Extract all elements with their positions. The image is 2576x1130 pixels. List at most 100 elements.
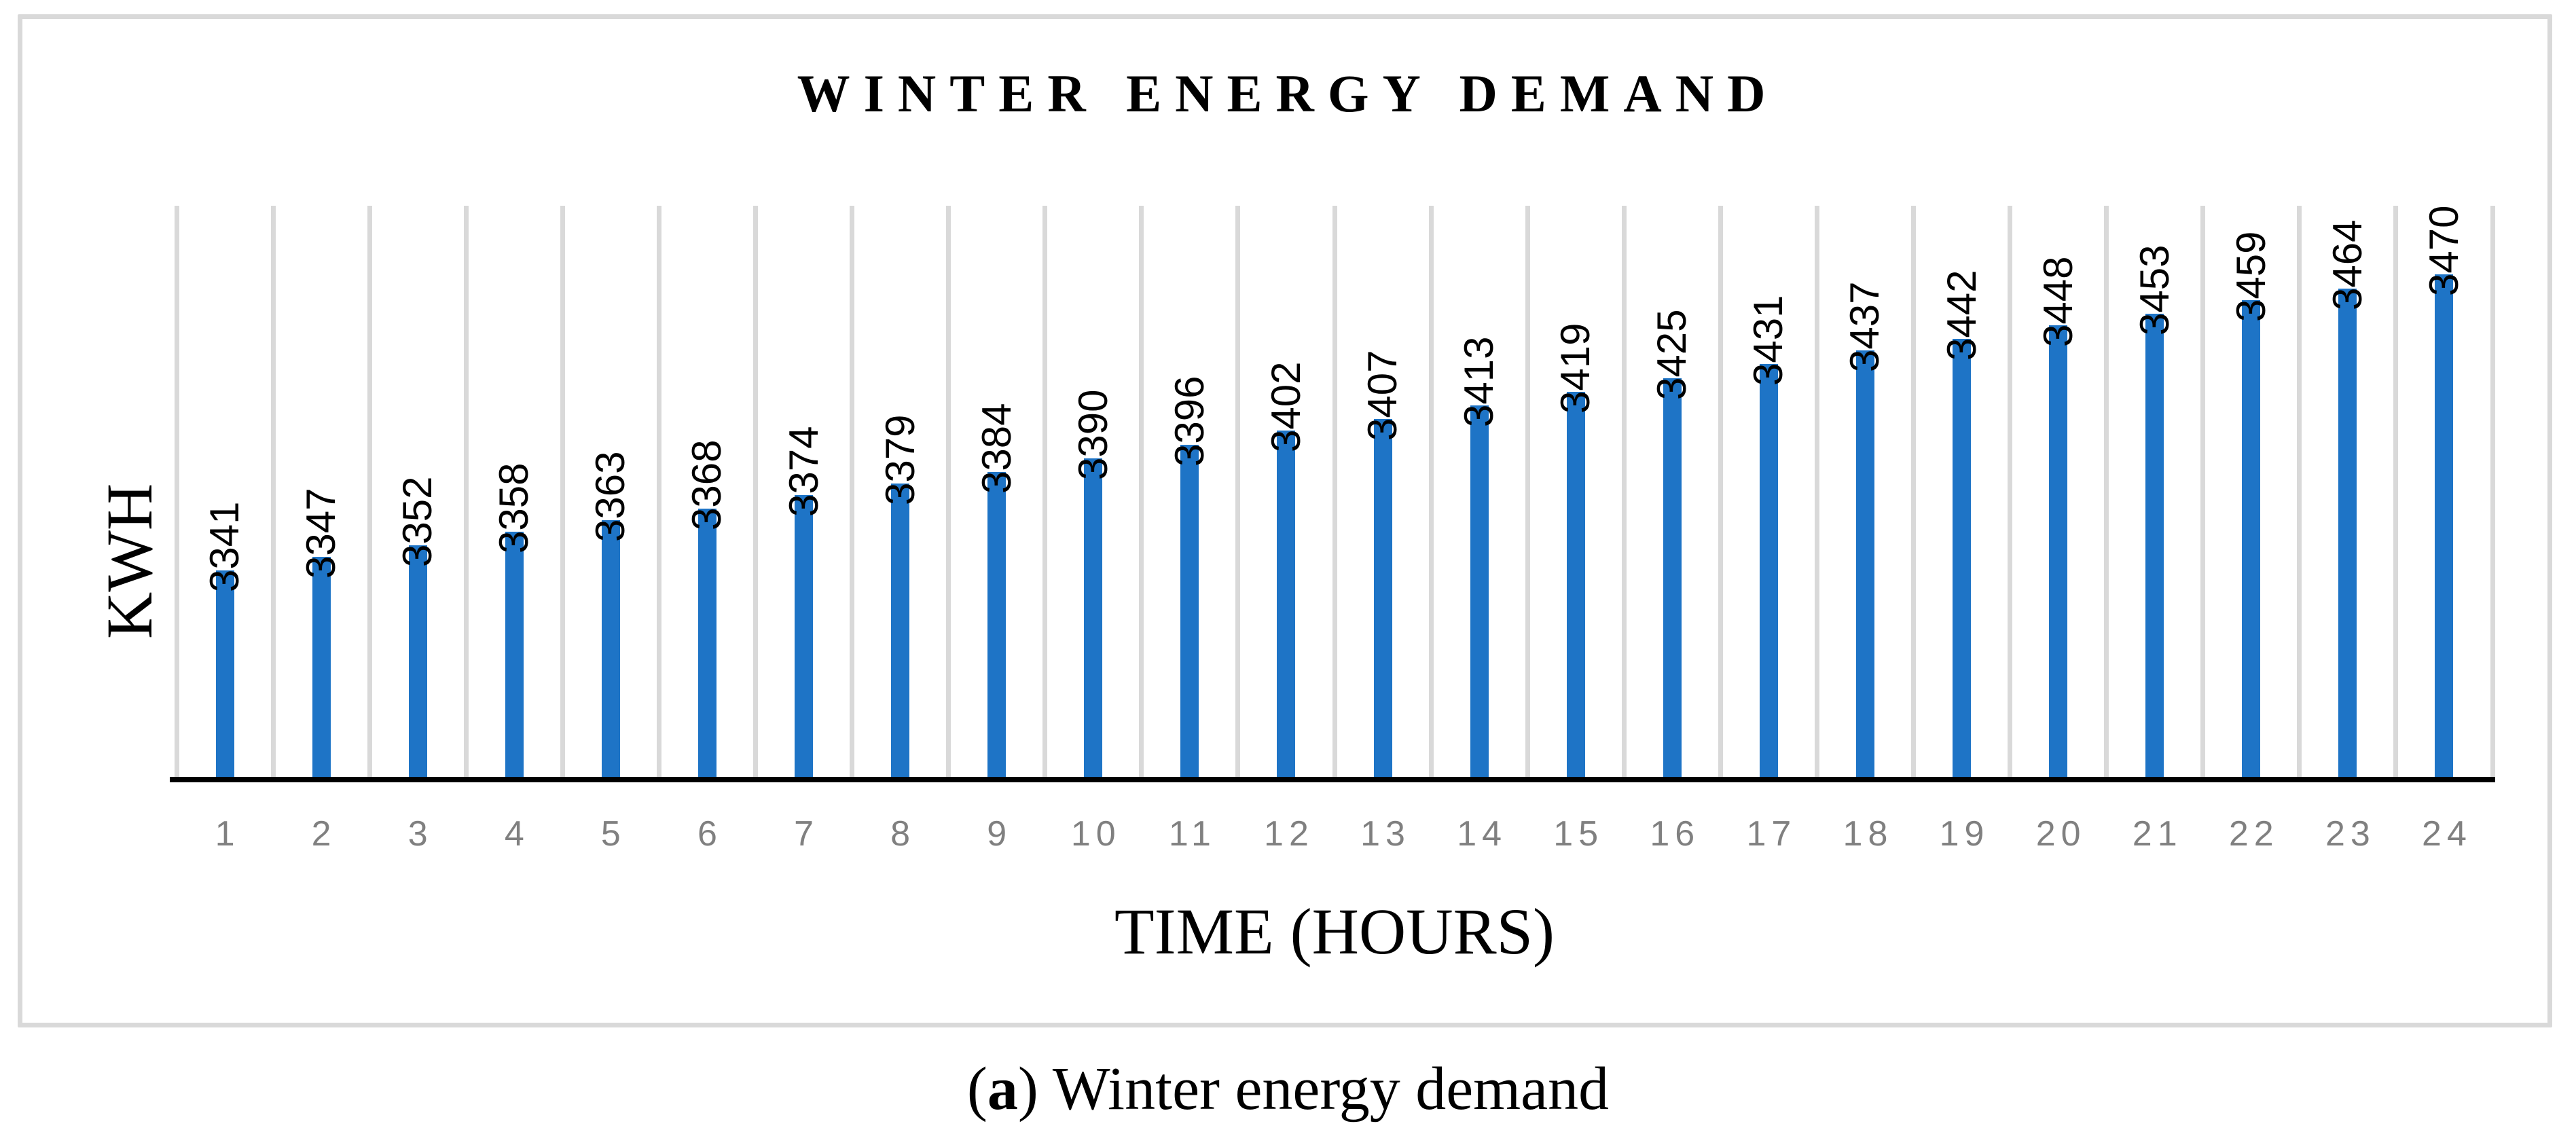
bar (697, 509, 716, 780)
bar (312, 557, 331, 780)
bar-value-label: 3379 (877, 414, 923, 505)
gridline (270, 206, 276, 780)
x-tick-label: 2 (311, 814, 337, 854)
gridline (946, 206, 951, 780)
x-tick-label: 5 (600, 814, 626, 854)
x-tick-label: 20 (2035, 814, 2086, 854)
gridline (2104, 206, 2109, 780)
gridline (1911, 206, 1916, 780)
bar-value-label: 3459 (2228, 231, 2274, 322)
x-tick-label: 17 (1746, 814, 1797, 854)
bar (408, 545, 427, 780)
gridline (753, 206, 758, 780)
bar (2145, 313, 2164, 780)
x-tick-label: 16 (1650, 814, 1701, 854)
gridline (1042, 206, 1048, 780)
gridline (2490, 206, 2495, 780)
bar (1277, 431, 1296, 780)
bar-value-label: 3425 (1649, 309, 1695, 400)
x-tick-label: 18 (1843, 814, 1893, 854)
bar (1373, 419, 1392, 780)
gridline (2297, 206, 2302, 780)
caption-paren-close: ) (1017, 1055, 1038, 1123)
gridline (1139, 206, 1144, 780)
bar-value-label: 3352 (395, 476, 441, 568)
bar (2338, 288, 2357, 780)
gridline (656, 206, 661, 780)
x-tick-label: 6 (697, 814, 723, 854)
x-axis-title: TIME (HOURS) (1114, 895, 1555, 968)
bar-value-label: 3437 (1842, 281, 1888, 372)
x-tick-label: 9 (987, 814, 1013, 854)
x-tick-label: 14 (1457, 814, 1508, 854)
bar (1470, 405, 1489, 780)
x-tick-label: 4 (504, 814, 530, 854)
x-tick-label: 10 (1070, 814, 1121, 854)
bar-value-label: 3407 (1360, 350, 1406, 441)
gridline (367, 206, 372, 780)
bar-value-label: 3390 (1070, 389, 1116, 480)
gridline (560, 206, 565, 780)
bar-value-label: 3396 (1166, 376, 1212, 467)
gridline (1621, 206, 1627, 780)
gridline (1332, 206, 1337, 780)
bar (1759, 364, 1778, 780)
gridline (174, 206, 179, 780)
x-tick-label: 1 (215, 814, 240, 854)
bar (601, 520, 620, 780)
caption-marker: a (987, 1055, 1018, 1123)
gridline (1525, 206, 1530, 780)
bar-value-label: 3363 (587, 451, 634, 543)
bar-value-label: 3347 (298, 488, 344, 579)
bar-value-label: 3448 (2035, 256, 2081, 347)
bar (891, 483, 910, 780)
gridline (1428, 206, 1434, 780)
gridline (1235, 206, 1241, 780)
x-tick-label: 13 (1360, 814, 1411, 854)
bar (987, 472, 1006, 780)
chart-title: WINTER ENERGY DEMAND (797, 64, 1779, 123)
bar-value-label: 3442 (1938, 270, 1984, 361)
x-tick-label: 12 (1264, 814, 1314, 854)
x-tick-label: 22 (2228, 814, 2279, 854)
gridline (1814, 206, 1819, 780)
x-axis-line (170, 777, 2495, 782)
x-tick-label: 7 (794, 814, 819, 854)
bar-value-label: 3413 (1456, 336, 1502, 428)
bar (215, 570, 234, 780)
bar (1855, 350, 1874, 780)
gridline (2393, 206, 2399, 780)
bar (1180, 444, 1199, 780)
bar (1663, 378, 1682, 780)
bar-value-label: 3384 (973, 403, 1019, 494)
bar-value-label: 3419 (1553, 323, 1599, 414)
bar (795, 494, 814, 780)
y-axis-title: KWH (93, 483, 166, 639)
bar (505, 531, 524, 780)
x-tick-label: 24 (2422, 814, 2472, 854)
bar-value-label: 3431 (1745, 295, 1792, 386)
x-tick-label: 21 (2132, 814, 2183, 854)
bar (2435, 274, 2454, 780)
bar-value-label: 3402 (1263, 361, 1309, 453)
bar-value-label: 3358 (491, 462, 537, 553)
gridline (2200, 206, 2206, 780)
caption-text: Winter energy demand (1038, 1055, 1610, 1123)
x-tick-label: 3 (407, 814, 433, 854)
bar-value-label: 3470 (2420, 205, 2467, 297)
bar (2049, 325, 2068, 780)
bar-value-label: 3453 (2131, 244, 2177, 335)
bar (1566, 391, 1585, 780)
bar-value-label: 3464 (2324, 219, 2370, 310)
x-tick-label: 15 (1553, 814, 1604, 854)
gridline (850, 206, 855, 780)
gridline (463, 206, 469, 780)
gridline (2008, 206, 2013, 780)
figure-caption: (a) Winter energy demand (0, 1054, 2576, 1125)
gridline (1718, 206, 1723, 780)
caption-paren-open: ( (966, 1055, 987, 1123)
x-tick-label: 8 (890, 814, 916, 854)
bar-value-label: 3374 (780, 426, 827, 517)
bar (2242, 299, 2261, 780)
